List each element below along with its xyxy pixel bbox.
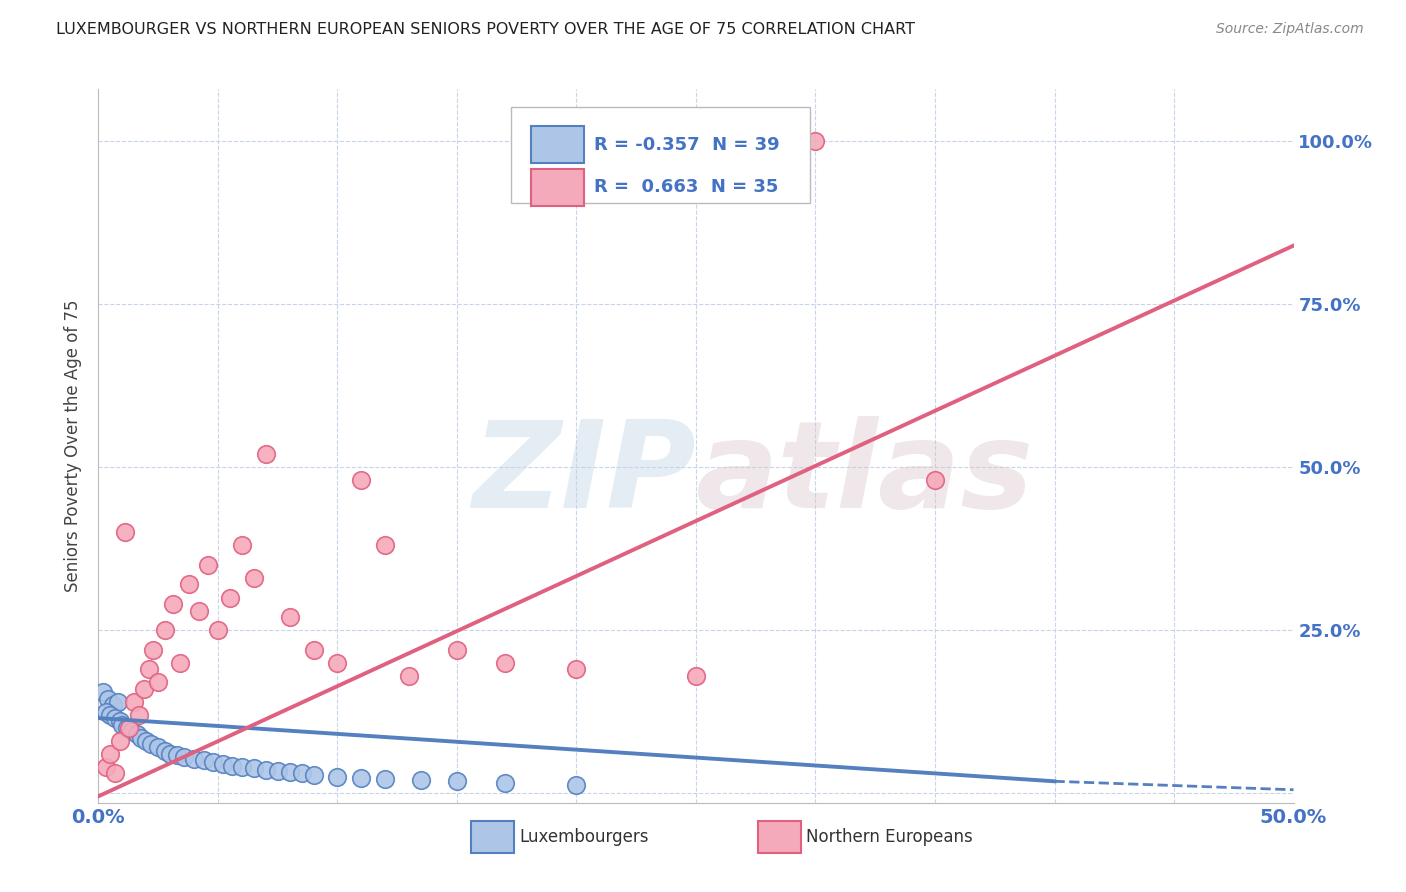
Point <box>148 675 170 690</box>
Text: ZIP: ZIP <box>472 416 696 533</box>
Y-axis label: Seniors Poverty Over the Age of 75: Seniors Poverty Over the Age of 75 <box>65 300 83 592</box>
Point <box>155 623 177 637</box>
Point <box>291 766 314 780</box>
Point <box>231 760 253 774</box>
Point <box>193 754 215 768</box>
Point <box>411 772 433 787</box>
FancyBboxPatch shape <box>510 107 810 203</box>
Point <box>202 755 225 769</box>
Point <box>173 750 195 764</box>
Point <box>494 656 516 670</box>
FancyBboxPatch shape <box>531 169 583 205</box>
Point <box>565 778 588 792</box>
Point <box>91 685 114 699</box>
Point <box>924 473 946 487</box>
FancyBboxPatch shape <box>758 822 801 853</box>
Point <box>197 558 219 572</box>
Point <box>138 662 160 676</box>
Point <box>104 766 127 780</box>
Point <box>565 662 588 676</box>
Point <box>278 765 301 780</box>
Point <box>124 695 146 709</box>
Point <box>97 691 120 706</box>
Point <box>243 571 266 585</box>
Text: Source: ZipAtlas.com: Source: ZipAtlas.com <box>1216 22 1364 37</box>
Point <box>183 752 205 766</box>
Point <box>302 768 325 782</box>
Point <box>804 134 827 148</box>
Point <box>446 642 468 657</box>
Point <box>211 756 233 771</box>
Point <box>326 770 349 784</box>
Point <box>142 642 165 657</box>
Point <box>108 714 131 729</box>
Point <box>326 656 349 670</box>
Point <box>685 669 707 683</box>
Point <box>128 707 150 722</box>
Point <box>108 734 131 748</box>
Point <box>374 538 396 552</box>
Point <box>254 447 277 461</box>
Point <box>187 603 209 617</box>
Point <box>162 597 184 611</box>
Point <box>107 695 129 709</box>
Point <box>350 771 373 785</box>
FancyBboxPatch shape <box>471 822 515 853</box>
Point <box>254 763 277 777</box>
Point <box>111 717 134 731</box>
Text: Northern Europeans: Northern Europeans <box>806 828 973 846</box>
Point <box>115 721 138 735</box>
Point <box>267 764 290 778</box>
Point <box>278 610 301 624</box>
Point <box>139 737 162 751</box>
Text: R = -0.357  N = 39: R = -0.357 N = 39 <box>595 136 780 153</box>
Point <box>148 740 170 755</box>
Point <box>98 747 122 761</box>
Point <box>374 772 396 786</box>
Point <box>98 707 122 722</box>
Point <box>221 758 243 772</box>
Text: atlas: atlas <box>696 416 1033 533</box>
Point <box>219 591 242 605</box>
Point <box>494 776 516 790</box>
Point <box>135 734 157 748</box>
Point <box>446 774 468 789</box>
Point <box>398 669 420 683</box>
Point <box>104 711 127 725</box>
Point <box>132 681 155 696</box>
Point <box>302 642 325 657</box>
Point <box>231 538 253 552</box>
Point <box>114 525 136 540</box>
Text: LUXEMBOURGER VS NORTHERN EUROPEAN SENIORS POVERTY OVER THE AGE OF 75 CORRELATION: LUXEMBOURGER VS NORTHERN EUROPEAN SENIOR… <box>56 22 915 37</box>
Point <box>179 577 201 591</box>
Point <box>159 747 181 761</box>
Point <box>94 705 117 719</box>
Point <box>101 698 124 712</box>
Point <box>155 744 177 758</box>
Point <box>125 727 148 741</box>
Point <box>94 760 117 774</box>
Point <box>207 623 229 637</box>
Point <box>350 473 373 487</box>
Point <box>131 731 153 745</box>
Point <box>166 748 188 763</box>
Text: R =  0.663  N = 35: R = 0.663 N = 35 <box>595 178 779 196</box>
Point <box>118 721 141 735</box>
FancyBboxPatch shape <box>531 127 583 162</box>
Point <box>243 761 266 775</box>
Point <box>169 656 191 670</box>
Point <box>121 724 143 739</box>
Text: Luxembourgers: Luxembourgers <box>519 828 648 846</box>
